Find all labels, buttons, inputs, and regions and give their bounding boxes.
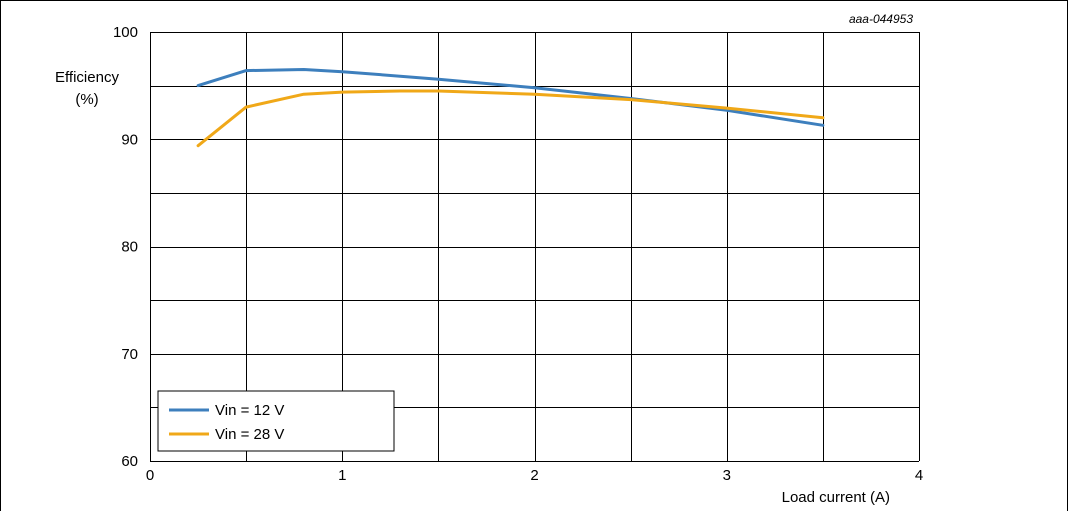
legend: Vin = 12 V Vin = 28 V	[157, 390, 395, 452]
y-axis-label-line1: Efficiency	[55, 69, 119, 86]
legend-box	[157, 390, 395, 452]
series-line-vin-28v	[196, 89, 825, 148]
grid	[150, 32, 920, 462]
figure-id-label: aaa-044953	[849, 12, 913, 26]
x-tick-label: 0	[146, 467, 154, 484]
y-tick-label: 80	[121, 239, 138, 256]
legend-label-vin-28v: Vin = 28 V	[215, 426, 284, 443]
tick-labels: 0 1 2 3 4 60 70 80 90 100	[113, 24, 923, 484]
y-tick-label: 70	[121, 346, 138, 363]
series-lines	[196, 68, 825, 148]
legend-label-vin-12v: Vin = 12 V	[215, 402, 284, 419]
x-tick-label: 1	[338, 467, 346, 484]
x-tick-label: 3	[723, 467, 731, 484]
x-tick-label: 2	[530, 467, 538, 484]
y-tick-label: 100	[113, 24, 138, 41]
y-axis-label-line2: (%)	[75, 91, 98, 108]
x-tick-label: 4	[915, 467, 923, 484]
x-axis-label: Load current (A)	[782, 489, 890, 506]
y-tick-label: 90	[121, 131, 138, 148]
y-tick-label: 60	[121, 453, 138, 470]
